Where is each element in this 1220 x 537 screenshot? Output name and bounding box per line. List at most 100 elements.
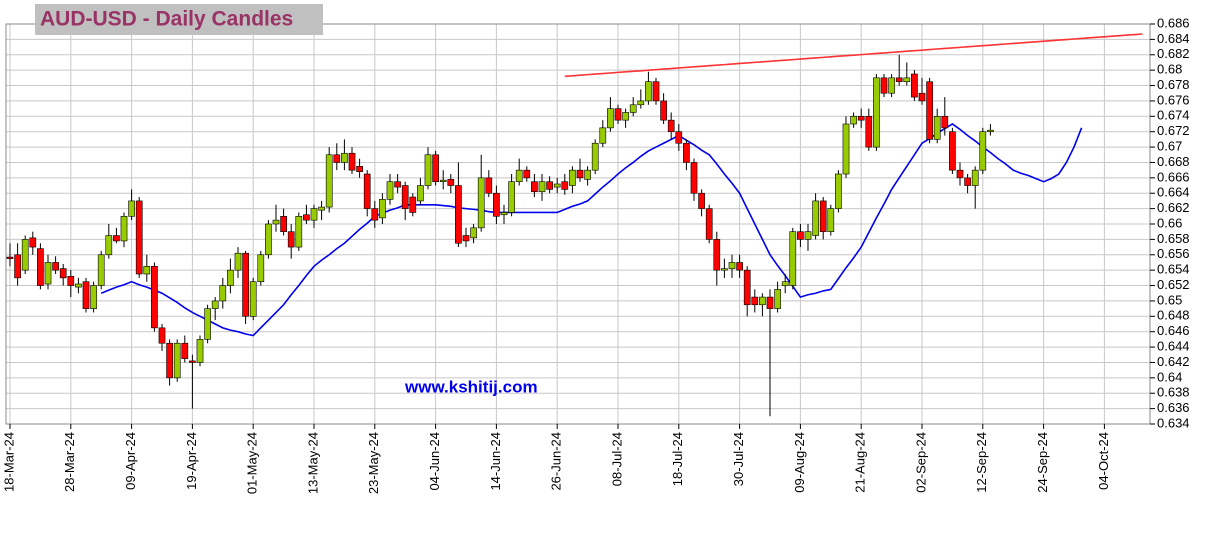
y-tick-label: 0.674: [1157, 108, 1190, 123]
candle-body: [151, 266, 158, 329]
candle-body: [356, 166, 363, 172]
candle-body: [181, 342, 189, 359]
candle-body: [895, 77, 903, 82]
candle-body: [432, 154, 439, 182]
x-tick-label: 08-Jul-24: [609, 432, 624, 486]
candle-body: [926, 81, 933, 140]
candle-body: [743, 269, 751, 306]
candle-body: [234, 252, 242, 271]
candle-body: [880, 77, 888, 94]
candle-body: [713, 239, 721, 271]
marks: [6, 33, 1143, 417]
candle-body: [158, 327, 166, 344]
y-tick-label: 0.646: [1157, 323, 1190, 338]
candle-body: [728, 262, 736, 269]
candle-body: [82, 281, 90, 309]
x-tick-label: 18-Jul-24: [670, 432, 685, 486]
x-tick-label: 19-Apr-24: [184, 432, 199, 490]
y-tick-label: 0.636: [1157, 400, 1190, 415]
candle-body: [933, 116, 941, 140]
candle-body: [629, 104, 637, 113]
candle-body: [227, 269, 234, 286]
candle-body: [751, 296, 759, 306]
x-tick-label: 02-Sep-24: [913, 432, 928, 493]
candle-body: [29, 237, 37, 248]
candle-body: [166, 342, 173, 379]
candle-body: [759, 296, 766, 306]
candle-body: [21, 239, 29, 271]
candle-body: [211, 300, 219, 309]
candle-body: [918, 92, 926, 102]
candle-body: [675, 131, 683, 144]
candle-body: [667, 119, 675, 132]
candle-body: [249, 281, 257, 317]
x-tick-label: 24-Sep-24: [1035, 432, 1050, 493]
candle-body: [128, 200, 135, 217]
candle-body: [607, 108, 614, 129]
candle-body: [318, 206, 325, 211]
candle-body: [348, 152, 356, 171]
candle-body: [523, 169, 531, 179]
candle-body: [105, 235, 113, 256]
candle-body: [964, 177, 971, 186]
candle-body: [67, 276, 75, 286]
candle-body: [515, 169, 523, 182]
candle-body: [698, 192, 705, 209]
candle-body: [591, 142, 599, 171]
candle-body: [538, 181, 546, 192]
candle-body: [599, 127, 607, 144]
candle-body: [949, 131, 956, 171]
y-tick-label: 0.656: [1157, 246, 1190, 261]
x-tick-label: 09-Aug-24: [792, 432, 807, 493]
x-tick-label: 09-Apr-24: [123, 432, 138, 490]
candle-body: [401, 185, 409, 209]
x-tick-label: 30-Jul-24: [731, 432, 746, 486]
candle-body: [797, 231, 804, 240]
candle-body: [325, 154, 333, 208]
y-tick-label: 0.686: [1157, 15, 1190, 30]
candle-body: [888, 77, 895, 94]
y-tick-label: 0.684: [1157, 31, 1190, 46]
candle-body: [439, 179, 447, 182]
candle-body: [333, 154, 341, 163]
candle-body: [903, 77, 911, 82]
y-tick-label: 0.666: [1157, 169, 1190, 184]
candle-body: [485, 177, 493, 194]
candle-body: [97, 254, 105, 286]
y-tick-label: 0.66: [1157, 215, 1182, 230]
candle-body: [113, 235, 120, 242]
candle-body: [90, 285, 97, 309]
candle-body: [857, 116, 865, 121]
candle-body: [766, 296, 774, 309]
x-tick-label: 23-May-24: [366, 432, 381, 494]
candle-body: [827, 208, 835, 232]
candle-body: [804, 231, 812, 240]
candle-body: [584, 169, 591, 180]
candle-body: [652, 81, 660, 102]
y-tick-label: 0.652: [1157, 277, 1190, 292]
x-tick-label: 12-Sep-24: [974, 432, 989, 493]
candle-body: [781, 281, 789, 286]
candle-body: [576, 169, 584, 179]
candle-body: [873, 77, 880, 148]
candle-body: [956, 169, 964, 179]
y-tick-label: 0.682: [1157, 46, 1190, 61]
y-tick-label: 0.67: [1157, 139, 1182, 154]
x-tick-label: 01-May-24: [245, 432, 260, 494]
candle-body: [789, 231, 797, 286]
y-tick-label: 0.638: [1157, 385, 1190, 400]
y-tick-label: 0.668: [1157, 154, 1190, 169]
candle-body: [462, 235, 470, 242]
candle-body: [531, 181, 538, 192]
y-tick-label: 0.644: [1157, 339, 1190, 354]
candle-body: [394, 181, 401, 188]
candle-body: [645, 81, 652, 102]
y-tick-label: 0.68: [1157, 62, 1182, 77]
candle-body: [850, 116, 857, 125]
x-tick-label: 18-Mar-24: [1, 432, 16, 492]
candle-body: [6, 256, 14, 259]
watermark: www.kshitij.com: [404, 377, 538, 396]
candle-body: [987, 129, 994, 132]
